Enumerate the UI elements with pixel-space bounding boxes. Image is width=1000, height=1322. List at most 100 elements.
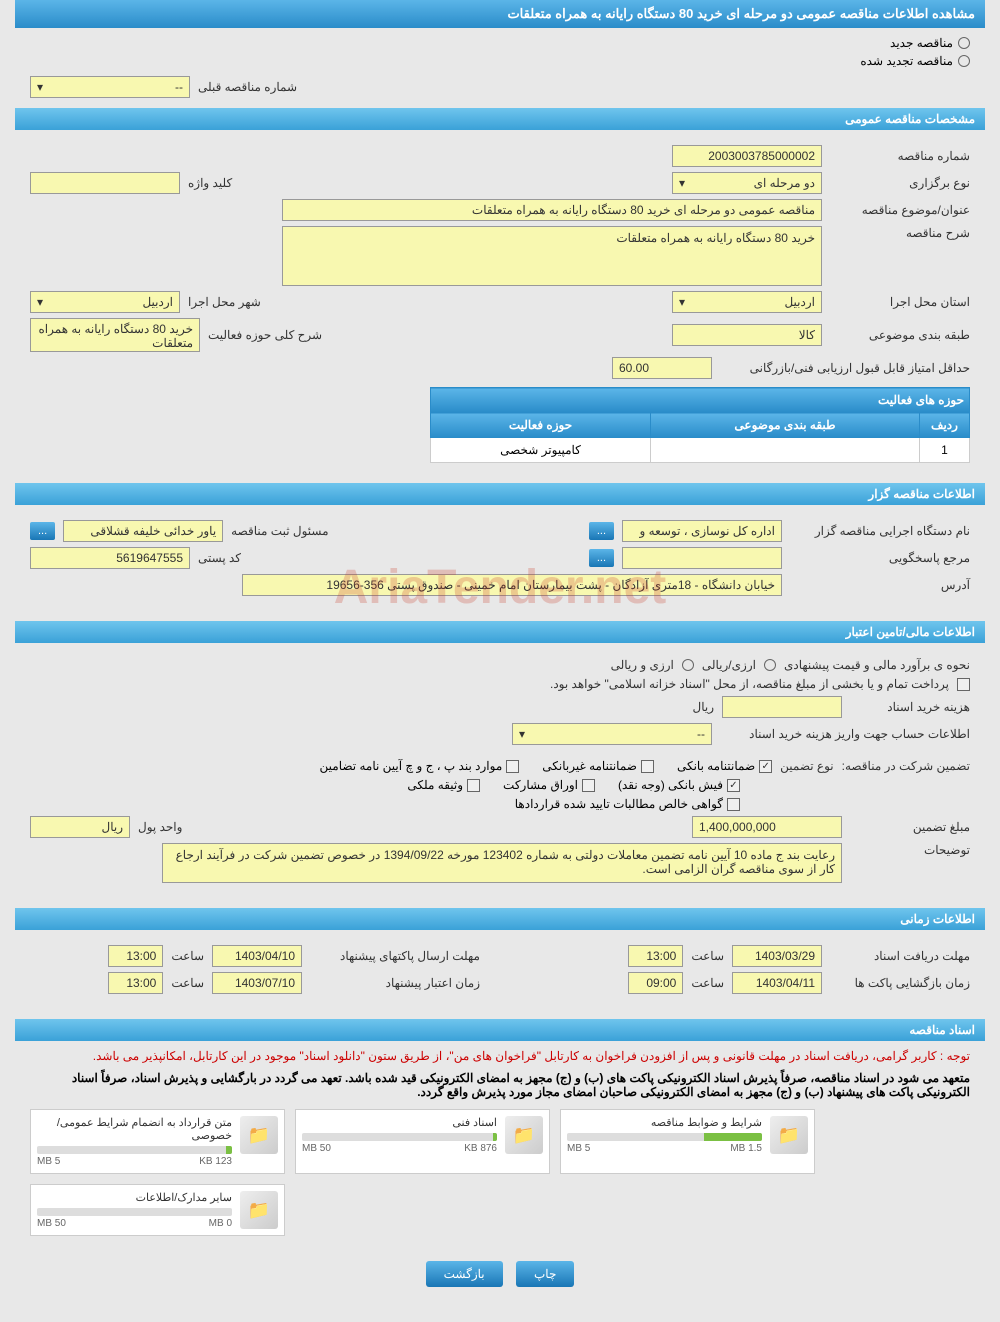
radio-icon bbox=[958, 55, 970, 67]
file-size: 0 MB bbox=[209, 1218, 232, 1229]
notice-black: متعهد می شود در اسناد مناقصه، صرفاً پذیر… bbox=[30, 1071, 970, 1099]
time-label: ساعت bbox=[691, 976, 724, 990]
folder-icon: 📁 bbox=[240, 1191, 278, 1229]
keyword-label: کلید واژه bbox=[188, 176, 232, 190]
prev-tender-label: شماره مناقصه قبلی bbox=[198, 80, 297, 94]
currency-opt: ارزی و ریالی bbox=[611, 658, 674, 672]
minscore-label: حداقل امتیاز قابل قبول ارزیابی فنی/بازرگ… bbox=[720, 361, 970, 375]
checkbox-icon bbox=[727, 779, 740, 792]
time-label: ساعت bbox=[171, 949, 204, 963]
account-select[interactable]: -- bbox=[512, 723, 712, 745]
biddeadline-time: 13:00 bbox=[108, 945, 163, 967]
province-label: استان محل اجرا bbox=[830, 295, 970, 309]
tender-no-field: 2003003785000002 bbox=[672, 145, 822, 167]
chk-claims[interactable]: گواهی خالص مطالبات تایید شده قراردادها bbox=[515, 797, 740, 811]
file-size: 123 KB bbox=[199, 1156, 232, 1167]
section-general: مشخصات مناقصه عمومی bbox=[15, 108, 985, 130]
checkbox-icon bbox=[467, 779, 480, 792]
chk-clauses[interactable]: موارد بند پ ، ج و چ آیین نامه تضامین bbox=[320, 759, 520, 773]
page-title: مشاهده اطلاعات مناقصه عمومی دو مرحله ای … bbox=[15, 0, 985, 28]
guarantee-type-label: نوع تضمین bbox=[780, 759, 833, 773]
col-cat: طبقه بندی موضوعی bbox=[651, 413, 920, 438]
notes-label: توضیحات bbox=[850, 843, 970, 857]
amount-label: مبلغ تضمین bbox=[850, 820, 970, 834]
file-size: 876 KB bbox=[464, 1143, 497, 1154]
file-card[interactable]: 📁 شرایط و ضوابط مناقصه 1.5 MB5 MB bbox=[560, 1109, 815, 1174]
radio-renewed-label: مناقصه تجدید شده bbox=[860, 54, 953, 68]
file-name: سایر مدارک/اطلاعات bbox=[37, 1191, 232, 1204]
file-size: 1.5 MB bbox=[730, 1143, 762, 1154]
checkbox-icon bbox=[582, 779, 595, 792]
checkbox-icon bbox=[759, 760, 772, 773]
ref-label: مرجع پاسخگویی bbox=[790, 551, 970, 565]
city-select[interactable]: اردبیل bbox=[30, 291, 180, 313]
unit-label: واحد پول bbox=[138, 820, 182, 834]
province-select[interactable]: اردبیل bbox=[672, 291, 822, 313]
chk-cash-label: فیش بانکی (وجه نقد) bbox=[618, 778, 723, 792]
official-more-button[interactable]: ... bbox=[30, 522, 55, 540]
chk-property[interactable]: وثیقه ملکی bbox=[407, 778, 480, 792]
prev-tender-select[interactable]: -- bbox=[30, 76, 190, 98]
activity-table-header: حوزه های فعالیت bbox=[431, 388, 970, 413]
file-card[interactable]: 📁 سایر مدارک/اطلاعات 0 MB50 MB bbox=[30, 1184, 285, 1236]
validity-time: 13:00 bbox=[108, 972, 163, 994]
chk-clauses-label: موارد بند پ ، ج و چ آیین نامه تضامین bbox=[320, 759, 503, 773]
print-button[interactable]: چاپ bbox=[516, 1261, 574, 1287]
address-label: آدرس bbox=[790, 578, 970, 592]
docfee-label: هزینه خرید اسناد bbox=[850, 700, 970, 714]
account-label: اطلاعات حساب جهت واریز هزینه خرید اسناد bbox=[720, 727, 970, 741]
col-idx: ردیف bbox=[920, 413, 970, 438]
file-card[interactable]: 📁 متن قرارداد به انضمام شرایط عمومی/خصوص… bbox=[30, 1109, 285, 1174]
chk-bank[interactable]: ضمانتنامه بانکی bbox=[677, 759, 772, 773]
scope-field: خرید 80 دستگاه رایانه به همراه متعلقات bbox=[30, 318, 200, 352]
table-row: 1 کامپیوتر شخصی bbox=[431, 438, 970, 463]
official-label: مسئول ثبت مناقصه bbox=[231, 524, 328, 538]
method-label: نحوه ی برآورد مالی و قیمت پیشنهادی bbox=[784, 658, 970, 672]
org-name-label: نام دستگاه اجرایی مناقصه گزار bbox=[790, 524, 970, 538]
radio-icon[interactable] bbox=[764, 659, 776, 671]
type-select[interactable]: دو مرحله ای bbox=[672, 172, 822, 194]
org-name-more-button[interactable]: ... bbox=[589, 522, 614, 540]
file-progress bbox=[704, 1133, 763, 1141]
chk-nonbank-label: ضمانتنامه غیربانکی bbox=[542, 759, 637, 773]
ref-more-button[interactable]: ... bbox=[589, 549, 614, 567]
checkbox-icon bbox=[727, 798, 740, 811]
cell-idx: 1 bbox=[920, 438, 970, 463]
notes-field: رعایت بند ج ماده 10 آیین نامه تضمین معام… bbox=[162, 843, 842, 883]
radio-new-label: مناقصه جدید bbox=[890, 36, 953, 50]
tender-status-radios: مناقصه جدید مناقصه تجدید شده bbox=[30, 36, 970, 68]
radio-icon bbox=[958, 37, 970, 49]
opening-date: 1403/04/11 bbox=[732, 972, 822, 994]
subject-label: عنوان/موضوع مناقصه bbox=[830, 203, 970, 217]
time-label: ساعت bbox=[171, 976, 204, 990]
chk-property-label: وثیقه ملکی bbox=[407, 778, 463, 792]
unit-field: ریال bbox=[30, 816, 130, 838]
ref-field bbox=[622, 547, 782, 569]
cell-cat bbox=[651, 438, 920, 463]
validity-date: 1403/07/10 bbox=[212, 972, 302, 994]
chk-bank-label: ضمانتنامه بانکی bbox=[677, 759, 755, 773]
chk-cash[interactable]: فیش بانکی (وجه نقد) bbox=[618, 778, 740, 792]
file-name: متن قرارداد به انضمام شرایط عمومی/خصوصی bbox=[37, 1116, 232, 1142]
islamic-checkbox[interactable] bbox=[957, 678, 970, 691]
chk-bonds[interactable]: اوراق مشارکت bbox=[503, 778, 595, 792]
radio-renewed[interactable]: مناقصه تجدید شده bbox=[30, 54, 970, 68]
biddeadline-date: 1403/04/10 bbox=[212, 945, 302, 967]
file-name: شرایط و ضوابط مناقصه bbox=[567, 1116, 762, 1129]
radio-new[interactable]: مناقصه جدید bbox=[30, 36, 970, 50]
desc-field: خرید 80 دستگاه رایانه به همراه متعلقات bbox=[282, 226, 822, 286]
category-label: طبقه بندی موضوعی bbox=[830, 328, 970, 342]
folder-icon: 📁 bbox=[505, 1116, 543, 1154]
opening-time: 09:00 bbox=[628, 972, 683, 994]
notice-red: توجه : کاربر گرامی، دریافت اسناد در مهلت… bbox=[30, 1049, 970, 1063]
minscore-field: 60.00 bbox=[612, 357, 712, 379]
radio-icon[interactable] bbox=[682, 659, 694, 671]
amount-field: 1,400,000,000 bbox=[692, 816, 842, 838]
back-button[interactable]: بازگشت bbox=[426, 1261, 503, 1287]
file-progress bbox=[226, 1146, 232, 1154]
file-card[interactable]: 📁 اسناد فنی 876 KB50 MB bbox=[295, 1109, 550, 1174]
postal-label: کد پستی bbox=[198, 551, 241, 565]
keyword-field[interactable] bbox=[30, 172, 180, 194]
chk-nonbank[interactable]: ضمانتنامه غیربانکی bbox=[542, 759, 654, 773]
docfee-field[interactable] bbox=[722, 696, 842, 718]
